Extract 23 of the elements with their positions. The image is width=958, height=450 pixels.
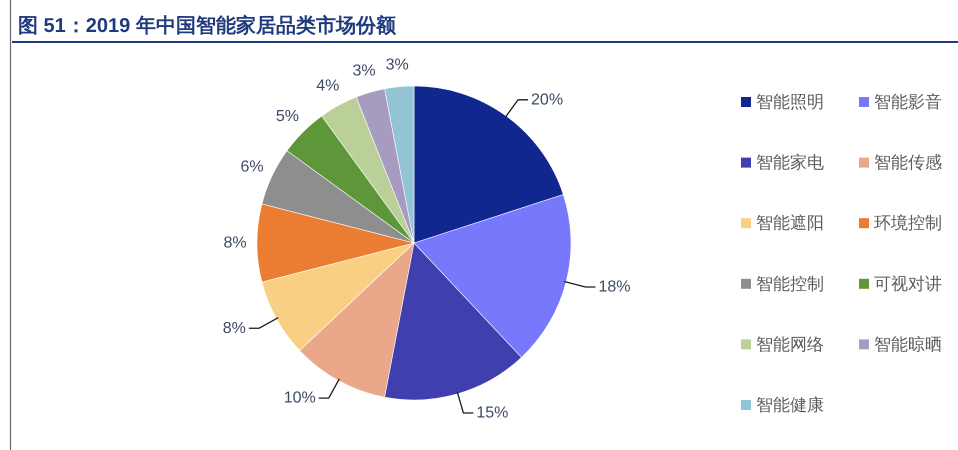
data-label: 4% bbox=[316, 78, 340, 95]
legend-label: 可视对讲 bbox=[874, 274, 942, 294]
chart-title: 图 51：2019 年中国智能家居品类市场份额 bbox=[18, 14, 397, 37]
data-label: 5% bbox=[276, 108, 299, 125]
data-label: 10% bbox=[284, 390, 316, 407]
legend-label: 智能遮阳 bbox=[756, 214, 824, 233]
data-label: 8% bbox=[222, 320, 246, 337]
data-label: 18% bbox=[598, 278, 630, 296]
legend-label: 智能控制 bbox=[756, 274, 824, 294]
legend-label: 智能影音 bbox=[874, 92, 942, 112]
legend-label: 智能家电 bbox=[756, 153, 824, 172]
legend-label: 智能照明 bbox=[756, 92, 824, 112]
data-label: 6% bbox=[240, 158, 264, 176]
data-label: 15% bbox=[476, 404, 508, 422]
legend-label: 环境控制 bbox=[874, 214, 942, 233]
legend-label: 智能晾晒 bbox=[874, 334, 942, 354]
data-label: 20% bbox=[531, 91, 564, 108]
data-label: 8% bbox=[223, 234, 247, 252]
data-label: 3% bbox=[386, 56, 409, 74]
legend-label: 智能网络 bbox=[756, 334, 824, 354]
legend-label: 智能传感 bbox=[874, 153, 942, 172]
data-label: 3% bbox=[352, 62, 376, 80]
legend-label: 智能健康 bbox=[756, 396, 824, 414]
